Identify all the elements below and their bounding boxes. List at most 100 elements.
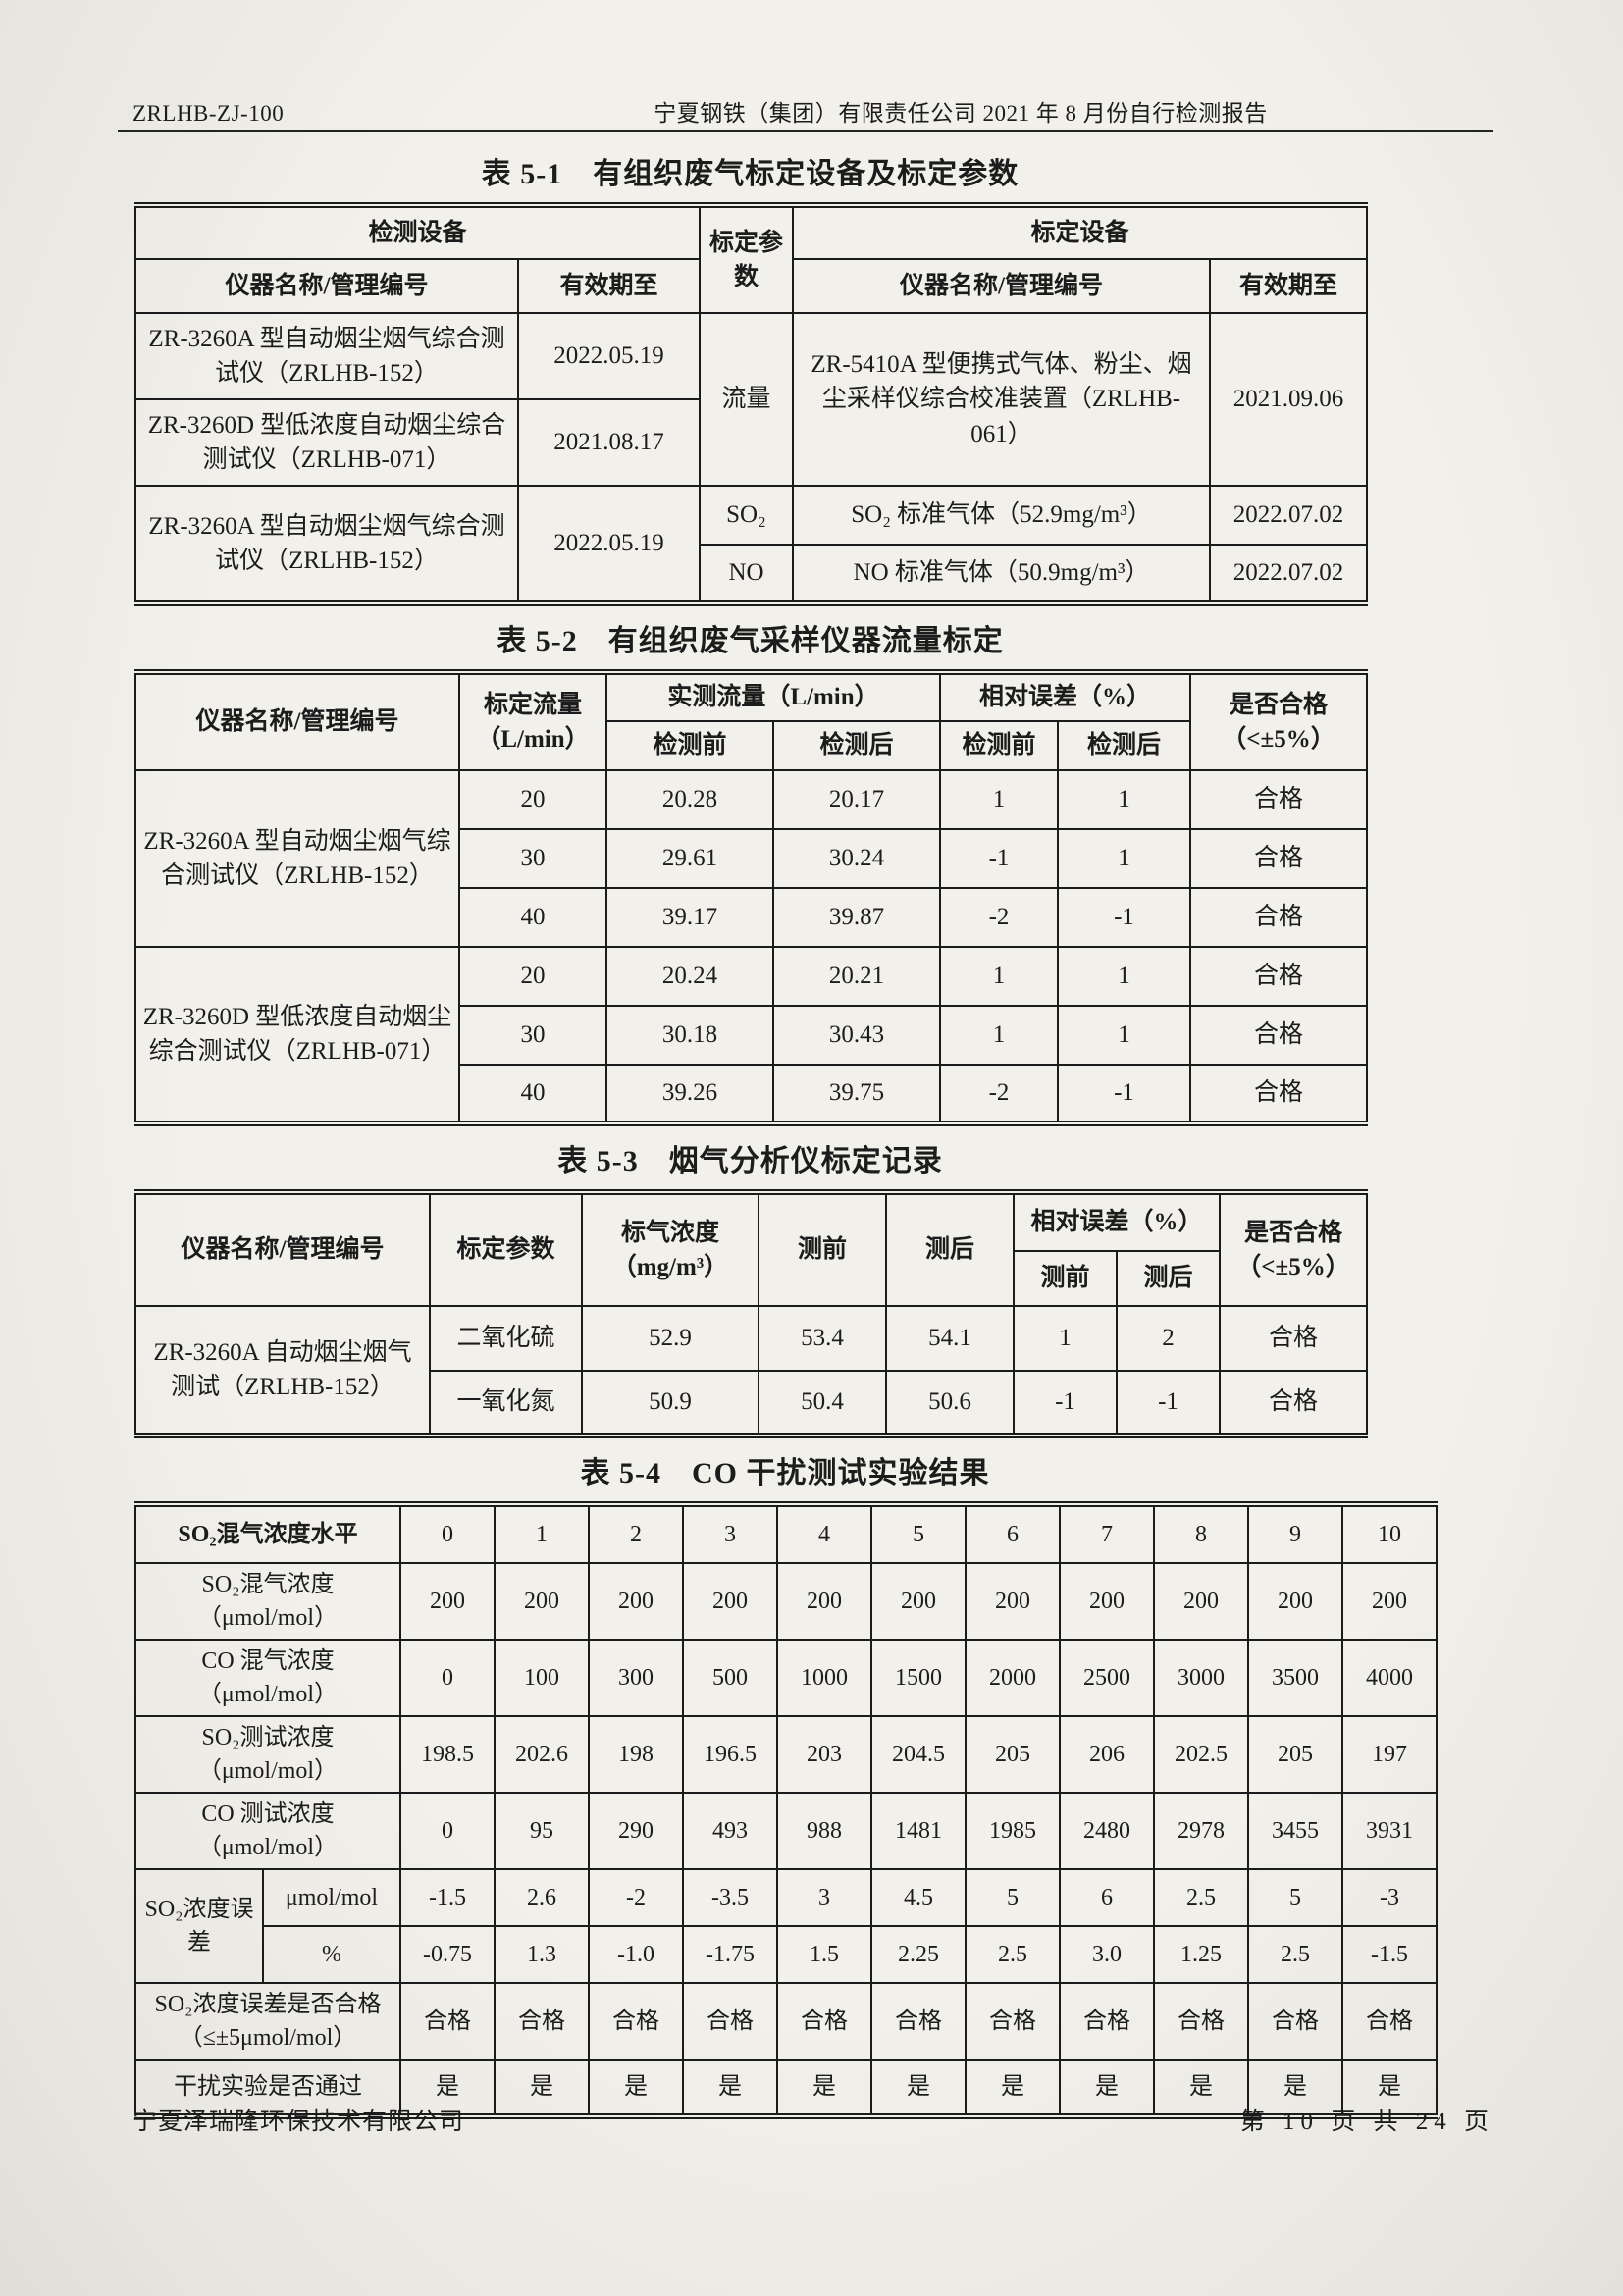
- table-cell: 1.25: [1153, 1925, 1249, 1984]
- table-cell: 4000: [1341, 1639, 1438, 1717]
- t4-label-error-pass: SO₂浓度误差是否合格（≤±5μmol/mol）: [134, 1982, 401, 2061]
- table-cell: 5: [1247, 1868, 1343, 1927]
- table-cell: -1.0: [588, 1925, 684, 1984]
- table-cell: 196.5: [682, 1715, 778, 1794]
- table-cell: 是: [399, 2059, 496, 2117]
- t3-header-rel-before: 测前: [1013, 1250, 1118, 1307]
- table-cell: 200: [1247, 1562, 1343, 1641]
- table-cell: 合格: [1059, 1982, 1155, 2061]
- page-footer: 宁夏泽瑞隆环保技术有限公司 第 10 页 共 24 页: [132, 2102, 1494, 2137]
- t1-cell-name-1: ZR-3260D 型低浓度自动烟尘综合测试仪（ZRLHB-071）: [134, 398, 519, 487]
- table-cell: 3500: [1247, 1639, 1343, 1717]
- table-cell: 3.0: [1059, 1925, 1155, 1984]
- table-cell: 50.4: [758, 1370, 887, 1436]
- table-cell: 1985: [965, 1792, 1061, 1870]
- t4-label-so2-test: SO₂测试浓度（μmol/mol）: [134, 1715, 401, 1794]
- table-5-3: 仪器名称/管理编号 标定参数 标气浓度（mg/m³） 测前 测后 相对误差（%）…: [134, 1189, 1368, 1438]
- t2-header-name: 仪器名称/管理编号: [134, 671, 460, 771]
- table-cell: 200: [682, 1562, 778, 1641]
- table-cell: 30: [458, 828, 607, 889]
- table-cell: 3000: [1153, 1639, 1249, 1717]
- table-cell: 52.9: [581, 1305, 759, 1372]
- table-cell: 30.18: [605, 1005, 774, 1066]
- table-cell: 合格: [1189, 946, 1368, 1007]
- table-cell: 0: [399, 1639, 496, 1717]
- table-cell: 300: [588, 1639, 684, 1717]
- table-cell: 95: [494, 1792, 590, 1870]
- table-cell: 9: [1247, 1503, 1343, 1564]
- table-cell: 2: [1116, 1305, 1221, 1372]
- table-cell: 合格: [1189, 1005, 1368, 1066]
- table-cell: 29.61: [605, 828, 774, 889]
- table-cell: 1000: [776, 1639, 872, 1717]
- table-cell: -1: [1013, 1370, 1118, 1436]
- table-cell: 1.3: [494, 1925, 590, 1984]
- t2-header-flow: 标定流量（L/min）: [458, 671, 607, 771]
- table-cell: 是: [588, 2059, 684, 2117]
- t1-group-cal-devices: 标定设备: [792, 204, 1368, 260]
- table-cell: 200: [588, 1562, 684, 1641]
- t1-header-param: 标定参数: [699, 204, 794, 314]
- table-cell: -0.75: [399, 1925, 496, 1984]
- table-cell: 200: [494, 1562, 590, 1641]
- table-cell: 5: [870, 1503, 967, 1564]
- table-cell: 合格: [682, 1982, 778, 2061]
- table-5-1: 检测设备 标定参数 标定设备 仪器名称/管理编号 有效期至 仪器名称/管理编号 …: [134, 202, 1368, 606]
- table-cell: 20.17: [772, 769, 941, 830]
- table-cell: 197: [1341, 1715, 1438, 1794]
- table-cell: 1.5: [776, 1925, 872, 1984]
- table-cell: 202.6: [494, 1715, 590, 1794]
- table-cell: 39.17: [605, 887, 774, 948]
- table-cell: 500: [682, 1639, 778, 1717]
- table-cell: 1: [1057, 769, 1191, 830]
- t3-header-after: 测后: [885, 1191, 1015, 1307]
- table-cell: 合格: [870, 1982, 967, 2061]
- table-cell: 8: [1153, 1503, 1249, 1564]
- t3-header-name: 仪器名称/管理编号: [134, 1191, 431, 1307]
- t1-header-cal-name: 仪器名称/管理编号: [792, 258, 1211, 314]
- table-cell: 是: [494, 2059, 590, 2117]
- table-cell: 2000: [965, 1639, 1061, 1717]
- table-cell: 3: [776, 1868, 872, 1927]
- table-cell: 20.21: [772, 946, 941, 1007]
- table-cell: 39.75: [772, 1064, 941, 1124]
- t1-cell-name-2: ZR-3260A 型自动烟尘烟气综合测试仪（ZRLHB-152）: [134, 485, 519, 604]
- t3-header-rel-error: 相对误差（%）: [1013, 1191, 1221, 1252]
- table-cell: 290: [588, 1792, 684, 1870]
- t4-label-level: SO₂混气浓度水平: [134, 1503, 401, 1564]
- t1-cell-param-flow: 流量: [699, 312, 794, 487]
- table-cell: -1: [1057, 1064, 1191, 1124]
- table-cell: 二氧化硫: [429, 1305, 583, 1372]
- table-cell: 合格: [1189, 769, 1368, 830]
- table-cell: 1: [939, 1005, 1059, 1066]
- footer-page-number: 第 10 页 共 24 页: [1239, 2109, 1494, 2135]
- t3-header-std: 标气浓度（mg/m³）: [581, 1191, 759, 1307]
- table-cell: 6: [1059, 1868, 1155, 1927]
- table-cell: 4: [776, 1503, 872, 1564]
- table1-title: 表 5-1 有组织废气标定设备及标定参数: [481, 158, 1020, 190]
- table-cell: 合格: [1219, 1370, 1368, 1436]
- table-cell: 1481: [870, 1792, 967, 1870]
- t2-header-after-2: 检测后: [1057, 720, 1191, 771]
- table-cell: 10: [1341, 1503, 1438, 1564]
- table-cell: -1: [1116, 1370, 1221, 1436]
- table-cell: 是: [870, 2059, 967, 2117]
- table-cell: 100: [494, 1639, 590, 1717]
- table-cell: 合格: [588, 1982, 684, 2061]
- table-cell: 200: [776, 1562, 872, 1641]
- table-cell: 200: [870, 1562, 967, 1641]
- t1-cell-cal-name-3: NO 标准气体（50.9mg/m³）: [792, 544, 1211, 604]
- table-cell: 1: [939, 769, 1059, 830]
- table-cell: 53.4: [758, 1305, 887, 1372]
- t4-label-co-test: CO 测试浓度（μmol/mol）: [134, 1792, 401, 1870]
- table-cell: 200: [1341, 1562, 1438, 1641]
- report-title: 宁夏钢铁（集团）有限责任公司 2021 年 8 月份自行检测报告: [654, 101, 1268, 126]
- t2-header-before-1: 检测前: [605, 720, 774, 771]
- t1-header-valid: 有效期至: [517, 258, 701, 314]
- table-cell: 200: [965, 1562, 1061, 1641]
- t2-header-rel-error: 相对误差（%）: [939, 671, 1191, 722]
- table-cell: 1500: [870, 1639, 967, 1717]
- table-cell: 202.5: [1153, 1715, 1249, 1794]
- table2-title: 表 5-2 有组织废气采样仪器流量标定: [497, 625, 1004, 657]
